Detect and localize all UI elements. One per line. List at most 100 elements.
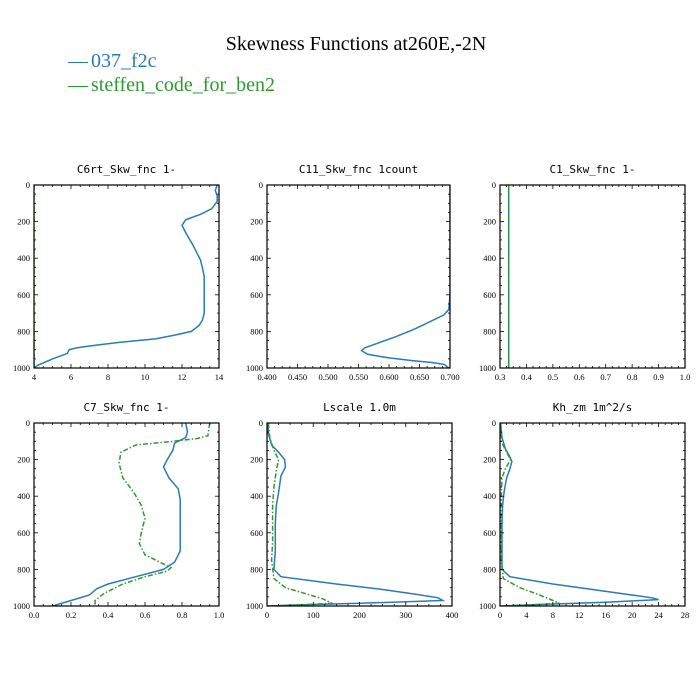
panel-3-xtick-label: 0.6: [574, 372, 585, 382]
panel-5-xtick-label: 400: [446, 610, 459, 620]
panel-6-series-1-line: [500, 423, 659, 606]
panel-1-ytick-label: 400: [17, 253, 30, 263]
panel-6-ytick-label: 1000: [479, 601, 496, 611]
panel-6-ytick-label: 800: [483, 564, 496, 574]
panel-6-frame: [499, 422, 686, 607]
panel-4-xtick-label: 0.4: [103, 610, 114, 620]
panel-2-xtick-label: 0.550: [349, 372, 368, 382]
panel-5-ytick-label: 400: [250, 491, 263, 501]
panel-2-xtick-label: 0.400: [257, 372, 276, 382]
panel-1-ytick-label: 800: [17, 326, 30, 336]
panel-3-xtick-label: 0.8: [627, 372, 638, 382]
panel-5-ytick-label: 1000: [246, 601, 263, 611]
panel-6-xtick-label: 8: [551, 610, 555, 620]
panel-1-ytick-label: 200: [17, 217, 30, 227]
panel-5-title: Lscale 1.0m: [323, 401, 396, 414]
panel-3-xtick-label: 0.3: [495, 372, 506, 382]
panel-4-ytick-label: 800: [17, 564, 30, 574]
panel-3-ytick-label: 0: [492, 180, 496, 190]
panel-3-ytick-label: 800: [483, 326, 496, 336]
panel-2-xtick-label: 0.450: [288, 372, 307, 382]
panel-2-xtick-label: 0.500: [318, 372, 337, 382]
panel-2-series-1-line: [360, 185, 450, 368]
panel-6-xtick-label: 28: [681, 610, 690, 620]
panel-6-ytick-label: 0: [492, 418, 496, 428]
panel-4-ytick-label: 600: [17, 528, 30, 538]
panel-2-title: C11_Skw_fnc 1count: [299, 163, 418, 176]
panel-3-xtick-label: 0.7: [600, 372, 611, 382]
panel-2-ytick-label: 0: [259, 180, 263, 190]
panel-2-xtick-label: 0.700: [440, 372, 459, 382]
panel-2-xtick-label: 0.600: [379, 372, 398, 382]
panel-1-series-1-line: [34, 185, 218, 368]
panel-2: C11_Skw_fnc 1count 0 200 400 600 800 10000.400…: [246, 163, 460, 382]
panel-1-ytick-label: 1000: [13, 363, 30, 373]
panel-2-ytick-label: 800: [250, 326, 263, 336]
panel-4-ytick-label: 0: [26, 418, 30, 428]
panel-6-ytick-label: 600: [483, 528, 496, 538]
panel-4-ytick-label: 400: [17, 491, 30, 501]
figure-title: Skewness Functions at260E,-2N: [226, 33, 487, 55]
panel-2-xtick-label: 0.650: [410, 372, 429, 382]
panel-1-xtick-label: 14: [215, 372, 224, 382]
panel-1-ytick-label: 600: [17, 290, 30, 300]
panel-6-title: Kh_zm 1m^2/s: [553, 401, 632, 414]
panel-3-ytick-label: 400: [483, 253, 496, 263]
panel-5-xtick-label: 300: [399, 610, 412, 620]
panel-1-xtick-label: 10: [141, 372, 150, 382]
panel-4-xtick-label: 0.2: [66, 610, 77, 620]
panel-5-ytick-label: 600: [250, 528, 263, 538]
legend: — 037_f2c — steffen_code_for_ben2: [67, 50, 275, 96]
panel-6-xtick-label: 20: [628, 610, 637, 620]
panel-3-xtick-label: 0.9: [653, 372, 664, 382]
panel-1-xtick-label: 4: [32, 372, 37, 382]
panel-3-xtick-label: 0.5: [548, 372, 559, 382]
panel-6-xtick-label: 12: [575, 610, 584, 620]
panel-2-ytick-label: 1000: [246, 363, 263, 373]
panel-6-xtick-label: 0: [498, 610, 502, 620]
panel-3-ytick-label: 200: [483, 217, 496, 227]
panel-2-frame: [266, 184, 451, 369]
panel-1-xtick-label: 8: [106, 372, 110, 382]
panel-2-ytick-label: 400: [250, 253, 263, 263]
legend-label-2: steffen_code_for_ben2: [91, 74, 275, 96]
panel-2-ytick-label: 600: [250, 290, 263, 300]
panel-1-ytick-label: 0: [26, 180, 30, 190]
panel-3-ytick-label: 600: [483, 290, 496, 300]
panel-1-frame: [33, 184, 220, 369]
panel-6-series-2-line: [500, 423, 560, 606]
panel-4-xtick-label: 0.6: [140, 610, 151, 620]
panel-4-ytick-label: 200: [17, 455, 30, 465]
legend-marker-1: —: [67, 50, 89, 72]
panel-4-title: C7_Skw_fnc 1-: [83, 401, 169, 414]
panel-3-xtick-label: 0.4: [521, 372, 532, 382]
legend-marker-2: —: [67, 74, 89, 96]
panel-6-xtick-label: 16: [601, 610, 610, 620]
panel-1-title: C6rt_Skw_fnc 1-: [77, 163, 176, 176]
panel-5-ytick-label: 200: [250, 455, 263, 465]
panel-5-xtick-label: 100: [307, 610, 320, 620]
panel-2-ytick-label: 200: [250, 217, 263, 227]
panel-6-xtick-label: 4: [524, 610, 529, 620]
panel-4-xtick-label: 1.0: [214, 610, 225, 620]
panel-3-title: C1_Skw_fnc 1-: [549, 163, 635, 176]
panel-5-ytick-label: 0: [259, 418, 263, 428]
panel-3-ytick-label: 1000: [479, 363, 496, 373]
panel-4-series-1-line: [52, 423, 189, 606]
panel-5-xtick-label: 0: [265, 610, 269, 620]
panel-5-ytick-label: 800: [250, 564, 263, 574]
panel-4-ytick-label: 1000: [13, 601, 30, 611]
panel-3-frame: [499, 184, 686, 369]
panel-4-xtick-label: 0.8: [177, 610, 188, 620]
panel-6-xtick-label: 24: [654, 610, 663, 620]
panel-4-series-2-line: [94, 423, 211, 606]
panel-5-series-2-line: [267, 423, 335, 606]
panel-5-series-1-line: [267, 423, 446, 606]
panel-6-ytick-label: 200: [483, 455, 496, 465]
